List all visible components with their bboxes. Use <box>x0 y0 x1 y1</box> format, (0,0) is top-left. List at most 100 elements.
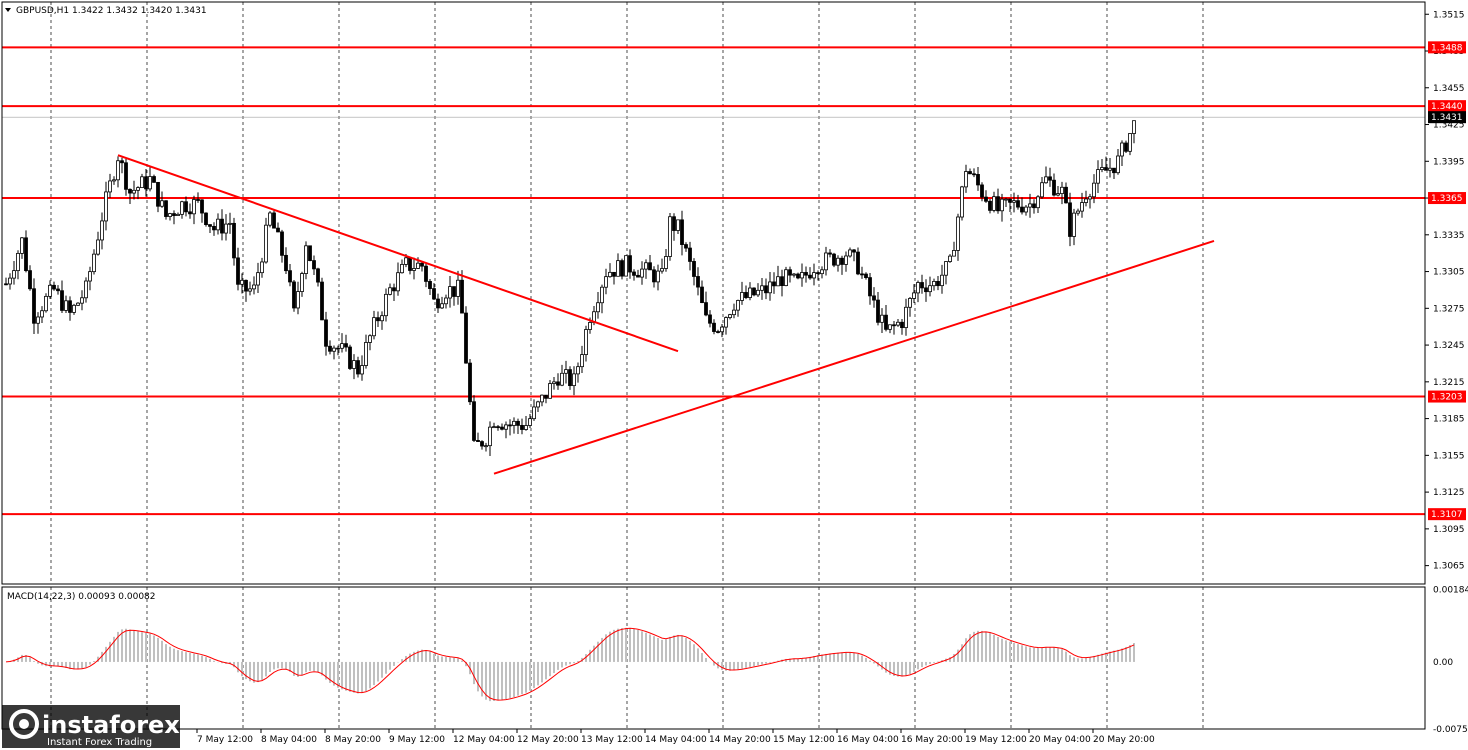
price-tick-label: 1.3515 <box>1433 10 1465 20</box>
candle-body <box>1112 167 1116 174</box>
candle-body <box>1012 200 1016 203</box>
candle-body <box>844 255 848 265</box>
candle-body <box>64 300 68 311</box>
candle-body <box>12 270 16 279</box>
candle-body <box>400 264 404 274</box>
candle-body <box>164 200 168 217</box>
price-tick-label: 1.3425 <box>1433 121 1465 131</box>
candle-body <box>440 303 444 309</box>
candle-body <box>528 418 532 426</box>
candle-body <box>412 268 416 271</box>
candle-body <box>268 212 272 226</box>
candle-body <box>364 342 368 366</box>
candle-body <box>452 286 456 297</box>
candle-body <box>112 179 116 182</box>
candle-body <box>824 252 828 271</box>
level-label: 1.3440 <box>1431 102 1463 112</box>
candle-body <box>548 383 552 399</box>
candle-body <box>724 317 728 328</box>
candle-body <box>796 273 800 279</box>
candle-body <box>212 225 216 231</box>
candle-body <box>136 187 140 191</box>
candle-body <box>648 262 652 271</box>
candle-body <box>216 218 220 231</box>
candle-body <box>968 171 972 175</box>
price-tick-label: 1.3245 <box>1433 341 1465 351</box>
candle-body <box>320 281 324 321</box>
time-tick-label: 12 May 04:00 <box>453 735 515 745</box>
candle-body <box>616 260 620 277</box>
candle-body <box>120 160 124 164</box>
candle-body <box>1132 120 1136 134</box>
candle-body <box>380 315 384 322</box>
candle-body <box>1008 198 1012 203</box>
candle-body <box>580 354 584 368</box>
candle-body <box>492 426 496 429</box>
candle-body <box>984 196 988 202</box>
price-tick-label: 1.3095 <box>1433 525 1465 535</box>
time-tick-label: 15 May 12:00 <box>773 735 835 745</box>
candle-body <box>996 196 1000 212</box>
level-label: 1.3488 <box>1431 43 1463 53</box>
level-label-box <box>1428 41 1466 54</box>
candle-body <box>496 426 500 429</box>
candle-body <box>236 257 240 285</box>
time-tick-label: 16 May 20:00 <box>901 735 963 745</box>
candle-body <box>1020 206 1024 213</box>
price-axis: 1.35151.34851.34551.34251.33951.33651.33… <box>1425 10 1468 735</box>
candle-body <box>904 306 908 329</box>
candle-body <box>180 201 184 215</box>
candle-body <box>80 297 84 304</box>
candle-body <box>872 295 876 301</box>
candle-body <box>640 268 644 278</box>
candle-body <box>692 261 696 277</box>
candle-body <box>748 287 752 298</box>
candle-body <box>1092 182 1096 198</box>
candle-body <box>1052 179 1056 196</box>
candle-body <box>716 331 720 333</box>
candle-body <box>388 287 392 295</box>
candle-body <box>396 272 400 292</box>
candle-body <box>68 300 72 313</box>
candle-body <box>1056 193 1060 196</box>
candle-body <box>544 394 548 399</box>
symbol-dropdown-icon[interactable] <box>5 8 11 12</box>
candle-body <box>352 360 356 369</box>
candle-body <box>288 270 292 283</box>
level-label-box <box>1428 390 1466 403</box>
candle-body <box>1048 176 1052 181</box>
candle-body <box>1004 198 1008 201</box>
candle-body <box>156 181 160 207</box>
candle-body <box>928 285 932 293</box>
candle-body <box>732 309 736 316</box>
candle-body <box>700 286 704 304</box>
candle-body <box>144 176 148 190</box>
candle-body <box>48 284 52 297</box>
candle-body <box>608 271 612 278</box>
candle-body <box>20 237 24 254</box>
candle-body <box>676 219 680 231</box>
time-axis: 7 May 12:00 8 May 04:00 8 May 20:00 9 May 1… <box>196 729 1155 745</box>
candle-body <box>336 347 340 350</box>
candle-body <box>588 322 592 330</box>
candle-body <box>668 216 672 257</box>
candle-body <box>304 245 308 274</box>
candle-body <box>888 324 892 330</box>
candle-body <box>72 304 76 313</box>
logo-wordmark: instaforex <box>42 711 180 739</box>
candle-body <box>740 292 744 301</box>
candle-body <box>952 250 956 257</box>
candle-body <box>784 269 788 287</box>
candle-body <box>40 310 44 318</box>
candle-body <box>476 440 480 442</box>
level-label: 1.3107 <box>1431 510 1463 520</box>
candle-body <box>264 224 268 263</box>
candle-body <box>52 284 56 290</box>
price-tick-label: 1.3185 <box>1433 415 1465 425</box>
candle-body <box>1068 202 1072 237</box>
time-tick-label: 8 May 20:00 <box>325 735 381 745</box>
candle-body <box>712 322 716 332</box>
candle-body <box>196 199 200 201</box>
candle-body <box>32 288 36 324</box>
candle-body <box>1060 186 1064 194</box>
